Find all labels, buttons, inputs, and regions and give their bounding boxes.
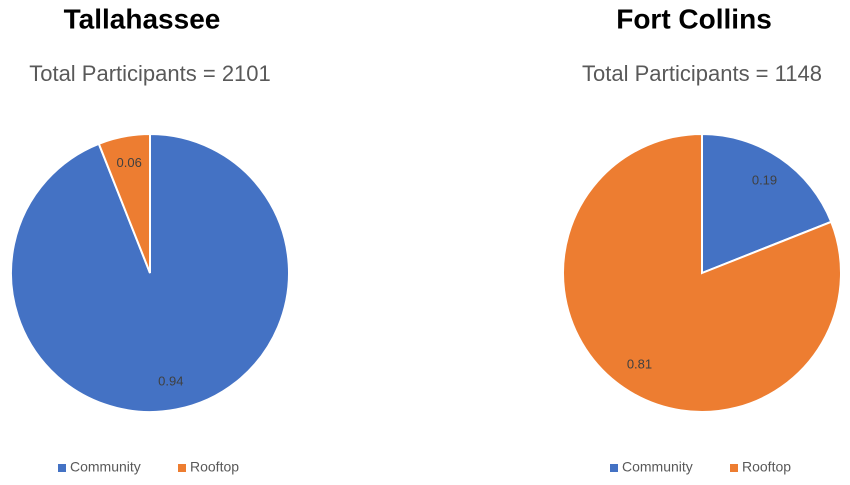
data-label: 0.94 [158, 374, 183, 389]
chart-subtitle: Total Participants = 1148 [582, 61, 822, 86]
chart-title: Tallahassee [64, 3, 221, 34]
legend-swatch [58, 464, 66, 472]
pie-slice [562, 132, 842, 413]
pie-slice [97, 132, 151, 274]
data-label: 0.06 [117, 155, 142, 170]
legend-label: Rooftop [742, 459, 791, 475]
data-label: 0.19 [752, 172, 777, 187]
legend-swatch [178, 464, 186, 472]
data-label: 0.81 [627, 356, 652, 371]
chart-title: Fort Collins [616, 3, 772, 34]
legend-label: Community [622, 459, 693, 475]
chart-subtitle: Total Participants = 2101 [29, 61, 271, 86]
pie-slice [701, 132, 833, 275]
legend-label: Rooftop [190, 459, 239, 475]
legend-label: Community [70, 459, 141, 475]
legend-swatch [610, 464, 618, 472]
legend-swatch [730, 464, 738, 472]
